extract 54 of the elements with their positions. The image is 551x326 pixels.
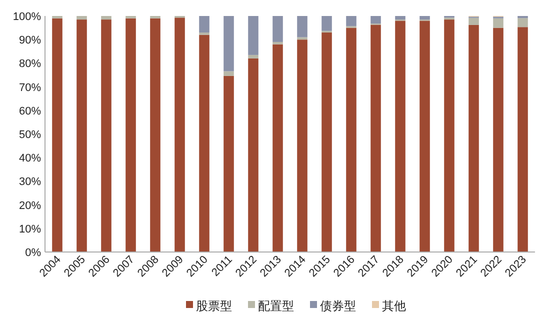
bar: [224, 16, 234, 72]
y-tick-label: 20%: [18, 200, 42, 212]
bar: [297, 16, 308, 38]
bar: [420, 20, 430, 252]
y-tick-label: 90%: [18, 34, 42, 47]
legend-label: 股票型: [196, 299, 232, 313]
bar: [52, 18, 62, 252]
bar: [518, 18, 528, 28]
y-tick-label: 80%: [18, 58, 42, 70]
bar: [370, 16, 381, 24]
bar: [420, 16, 430, 20]
y-tick-label: 0%: [25, 247, 42, 259]
bar: [395, 16, 406, 20]
y-tick-label: 100%: [12, 11, 42, 23]
bar: [297, 40, 308, 252]
y-tick-label: 70%: [18, 82, 42, 94]
legend-label: 其他: [382, 299, 406, 313]
bar: [224, 76, 234, 252]
y-tick-label: 40%: [18, 152, 42, 165]
bar: [76, 16, 87, 20]
legend-label: 债券型: [320, 299, 356, 313]
bar: [248, 16, 258, 55]
bar: [199, 16, 210, 33]
bar: [444, 20, 454, 252]
bar: [174, 18, 185, 252]
y-tick-label: 30%: [18, 176, 42, 188]
bar: [101, 20, 112, 252]
bar: [297, 37, 308, 40]
bar: [468, 18, 479, 25]
bar: [248, 58, 258, 252]
bar: [76, 20, 87, 252]
bar: [150, 18, 160, 252]
bar: [370, 24, 381, 252]
bar: [126, 18, 136, 252]
y-tick-label: 50%: [18, 129, 42, 141]
y-tick-label: 10%: [18, 223, 42, 236]
bar: [272, 42, 283, 44]
bar: [346, 16, 356, 26]
bar: [468, 24, 479, 252]
bar: [493, 18, 504, 28]
bar: [101, 16, 112, 20]
bar: [199, 34, 210, 252]
bar: [248, 54, 258, 58]
bar: [272, 44, 283, 252]
bar: [395, 20, 406, 252]
bar: [518, 27, 528, 252]
bar: [346, 28, 356, 252]
bar: [224, 71, 234, 76]
legend-label: 配置型: [258, 299, 294, 313]
bar: [322, 16, 332, 31]
y-tick-label: 60%: [18, 105, 42, 118]
bar: [272, 16, 283, 42]
bar: [493, 28, 504, 252]
bar: [322, 32, 332, 252]
